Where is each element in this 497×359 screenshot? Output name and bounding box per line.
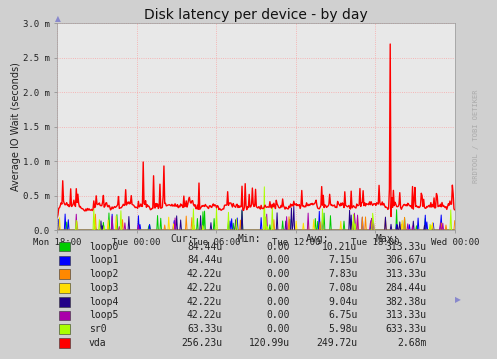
Text: loop1: loop1 [89, 256, 118, 265]
Text: loop4: loop4 [89, 297, 118, 307]
Text: 0.00: 0.00 [266, 283, 290, 293]
Text: 0.00: 0.00 [266, 297, 290, 307]
Text: loop2: loop2 [89, 269, 118, 279]
Text: 284.44u: 284.44u [386, 283, 427, 293]
Text: 6.75u: 6.75u [328, 311, 357, 321]
Text: 249.72u: 249.72u [316, 338, 357, 348]
Title: Disk latency per device - by day: Disk latency per device - by day [144, 8, 368, 22]
Text: 7.83u: 7.83u [328, 269, 357, 279]
Text: 10.21u: 10.21u [322, 242, 357, 252]
Text: Min:: Min: [238, 234, 261, 244]
Text: loop0: loop0 [89, 242, 118, 252]
Text: Cur:: Cur: [170, 234, 194, 244]
Text: 306.67u: 306.67u [386, 256, 427, 265]
Bar [59, 242, 70, 252]
Y-axis label: Average IO Wait (seconds): Average IO Wait (seconds) [11, 62, 21, 191]
Text: 84.44u: 84.44u [187, 242, 222, 252]
Text: 0.00: 0.00 [266, 256, 290, 265]
Text: Max:: Max: [375, 234, 399, 244]
Text: 313.33u: 313.33u [386, 242, 427, 252]
Text: 0.00: 0.00 [266, 324, 290, 334]
Text: 2.68m: 2.68m [398, 338, 427, 348]
Text: vda: vda [89, 338, 106, 348]
Bar [59, 311, 70, 320]
Text: 9.04u: 9.04u [328, 297, 357, 307]
Bar [59, 325, 70, 334]
Text: 313.33u: 313.33u [386, 269, 427, 279]
Text: 256.23u: 256.23u [181, 338, 222, 348]
Text: 120.99u: 120.99u [248, 338, 290, 348]
Text: loop3: loop3 [89, 283, 118, 293]
Bar [59, 297, 70, 307]
Text: ▶: ▶ [455, 295, 461, 304]
Text: 42.22u: 42.22u [187, 311, 222, 321]
Text: Avg:: Avg: [306, 234, 329, 244]
Text: 7.15u: 7.15u [328, 256, 357, 265]
Text: sr0: sr0 [89, 324, 106, 334]
Bar [59, 256, 70, 265]
Text: 633.33u: 633.33u [386, 324, 427, 334]
Bar [59, 283, 70, 293]
Text: 0.00: 0.00 [266, 242, 290, 252]
Text: loop5: loop5 [89, 311, 118, 321]
Text: 84.44u: 84.44u [187, 256, 222, 265]
Text: 0.00: 0.00 [266, 311, 290, 321]
Text: 63.33u: 63.33u [187, 324, 222, 334]
Text: ▲: ▲ [55, 14, 61, 23]
Text: RRDTOOL / TOBI OETIKER: RRDTOOL / TOBI OETIKER [473, 90, 479, 183]
Text: 382.38u: 382.38u [386, 297, 427, 307]
Text: 7.08u: 7.08u [328, 283, 357, 293]
Text: 0.00: 0.00 [266, 269, 290, 279]
Text: 5.98u: 5.98u [328, 324, 357, 334]
Text: 42.22u: 42.22u [187, 269, 222, 279]
Text: 42.22u: 42.22u [187, 297, 222, 307]
Bar [59, 269, 70, 279]
Text: 42.22u: 42.22u [187, 283, 222, 293]
Text: 313.33u: 313.33u [386, 311, 427, 321]
Bar [59, 338, 70, 348]
